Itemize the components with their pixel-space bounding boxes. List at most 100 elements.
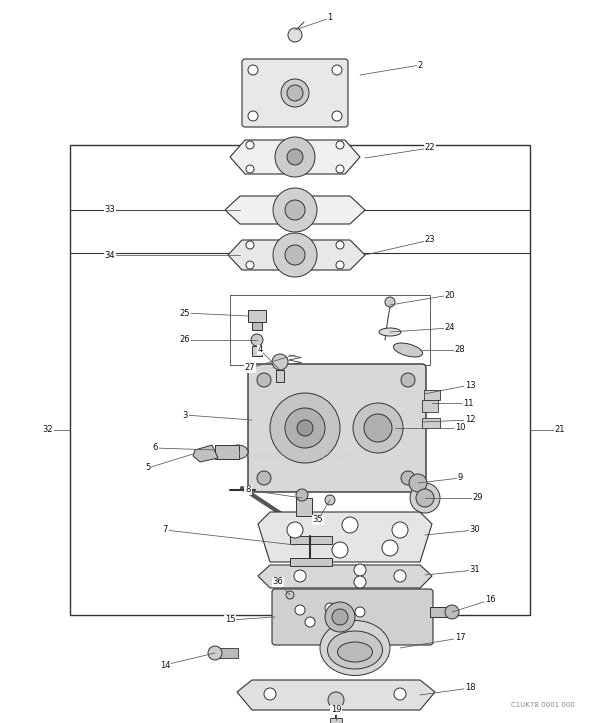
Circle shape	[246, 165, 254, 173]
Circle shape	[336, 241, 344, 249]
Circle shape	[295, 605, 305, 615]
Circle shape	[394, 688, 406, 700]
Text: 10: 10	[455, 424, 466, 432]
Polygon shape	[237, 680, 435, 710]
Bar	[215, 445, 239, 459]
FancyBboxPatch shape	[248, 364, 426, 492]
Bar	[290, 558, 332, 566]
Circle shape	[286, 591, 294, 599]
Text: 2: 2	[417, 61, 422, 69]
Circle shape	[332, 542, 348, 558]
Circle shape	[336, 165, 344, 173]
Circle shape	[354, 564, 366, 576]
Circle shape	[296, 489, 308, 501]
Ellipse shape	[320, 620, 390, 675]
Text: 9: 9	[457, 474, 463, 482]
Text: 24: 24	[445, 323, 455, 333]
Circle shape	[246, 141, 254, 149]
Circle shape	[287, 85, 303, 101]
Text: 27: 27	[245, 364, 255, 372]
Circle shape	[385, 297, 395, 307]
Bar	[276, 370, 284, 382]
Circle shape	[285, 408, 325, 448]
Text: C1UK78 0001 000: C1UK78 0001 000	[511, 702, 575, 708]
Circle shape	[382, 540, 398, 556]
Text: 35: 35	[313, 515, 323, 524]
Bar	[252, 346, 262, 356]
Circle shape	[332, 609, 348, 625]
Text: 19: 19	[331, 706, 341, 714]
Circle shape	[445, 605, 459, 619]
Circle shape	[354, 576, 366, 588]
Text: 1: 1	[327, 14, 333, 22]
Polygon shape	[258, 565, 432, 588]
Text: 13: 13	[465, 380, 476, 390]
Circle shape	[264, 688, 276, 700]
Circle shape	[294, 570, 306, 582]
Bar	[230, 295, 430, 365]
FancyBboxPatch shape	[242, 59, 348, 127]
Circle shape	[336, 141, 344, 149]
Ellipse shape	[281, 79, 309, 107]
Circle shape	[325, 602, 355, 632]
Circle shape	[336, 261, 344, 269]
Polygon shape	[258, 512, 432, 562]
Text: 16: 16	[485, 596, 496, 604]
Circle shape	[272, 354, 288, 370]
Bar	[218, 648, 238, 658]
Text: 36: 36	[273, 578, 283, 586]
Ellipse shape	[327, 631, 382, 669]
Circle shape	[416, 489, 434, 507]
Polygon shape	[193, 445, 218, 462]
Text: 12: 12	[465, 416, 476, 424]
Circle shape	[257, 471, 271, 485]
Polygon shape	[230, 140, 360, 174]
Text: 32: 32	[42, 426, 53, 435]
Circle shape	[246, 241, 254, 249]
Text: 21: 21	[555, 426, 565, 435]
Text: 18: 18	[465, 683, 476, 693]
Circle shape	[364, 414, 392, 442]
Text: 30: 30	[470, 526, 480, 534]
Text: 22: 22	[425, 143, 435, 153]
Circle shape	[285, 200, 305, 220]
Text: 23: 23	[425, 236, 435, 244]
Circle shape	[332, 65, 342, 75]
Text: 11: 11	[463, 398, 473, 408]
Text: 31: 31	[470, 565, 480, 575]
Circle shape	[305, 617, 315, 627]
Text: 20: 20	[445, 291, 455, 299]
Circle shape	[401, 471, 415, 485]
Text: 15: 15	[225, 615, 235, 625]
Bar	[70, 145, 530, 615]
Circle shape	[297, 420, 313, 436]
Bar	[422, 400, 438, 412]
Circle shape	[246, 261, 254, 269]
Circle shape	[325, 603, 335, 613]
Circle shape	[248, 111, 258, 121]
Ellipse shape	[394, 343, 422, 357]
Bar	[430, 607, 452, 617]
Ellipse shape	[379, 328, 401, 336]
Text: 3: 3	[182, 411, 188, 419]
Circle shape	[325, 495, 335, 505]
Bar	[424, 390, 440, 400]
Circle shape	[208, 646, 222, 660]
Circle shape	[273, 233, 317, 277]
FancyBboxPatch shape	[272, 589, 433, 645]
Text: 17: 17	[455, 633, 466, 643]
Circle shape	[287, 149, 303, 165]
Ellipse shape	[228, 445, 248, 459]
Bar	[296, 498, 312, 516]
Polygon shape	[228, 240, 365, 270]
Circle shape	[394, 570, 406, 582]
Circle shape	[288, 28, 302, 42]
Circle shape	[409, 474, 427, 492]
Circle shape	[328, 692, 344, 708]
Text: 8: 8	[245, 486, 251, 495]
Bar	[330, 718, 342, 723]
Circle shape	[285, 245, 305, 265]
Text: 33: 33	[104, 205, 116, 215]
Text: 6: 6	[152, 443, 158, 453]
Text: 28: 28	[455, 346, 466, 354]
